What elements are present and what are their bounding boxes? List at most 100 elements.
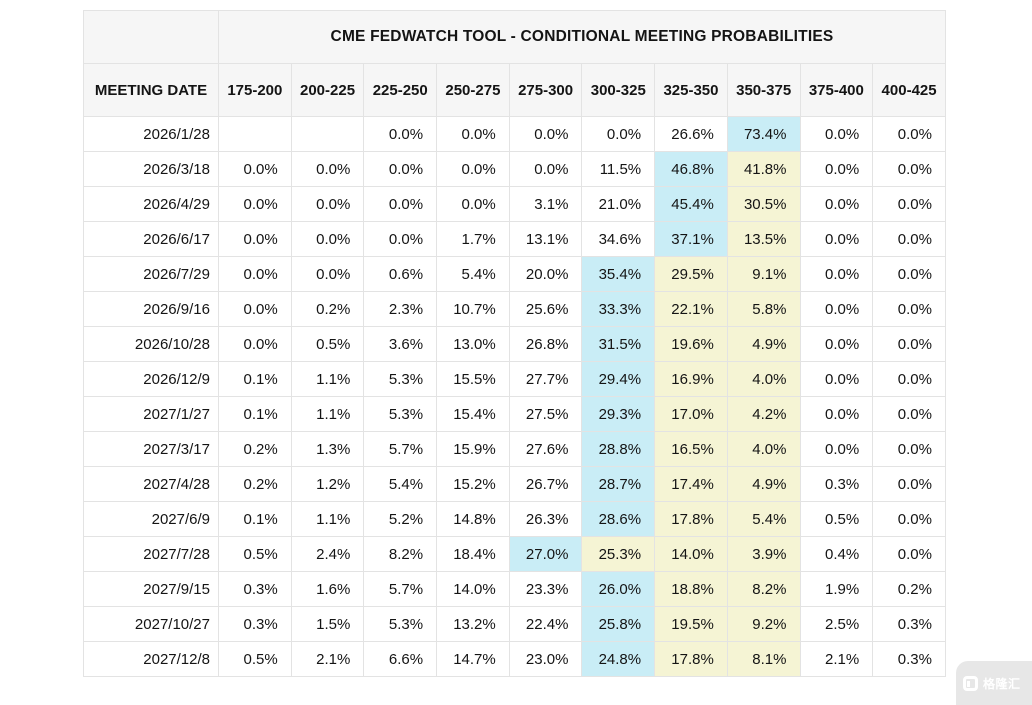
probability-cell: 25.8%	[581, 606, 656, 642]
probability-cell: 0.3%	[872, 641, 946, 677]
probability-cell: 0.2%	[218, 466, 292, 502]
probability-cell: 29.5%	[654, 256, 728, 292]
probability-cell: 0.3%	[218, 571, 292, 607]
meeting-date-cell: 2026/9/16	[83, 291, 219, 327]
probability-cell: 0.0%	[872, 466, 946, 502]
probability-cell: 2.5%	[799, 606, 874, 642]
probability-cell: 0.0%	[799, 256, 874, 292]
probability-cell: 2.1%	[290, 641, 365, 677]
probability-cell: 0.3%	[218, 606, 292, 642]
table-row: 2026/4/29 0.0% 0.0% 0.0% 0.0% 3.1% 21.0% 45.4% 3…	[83, 186, 946, 222]
probability-cell: 0.0%	[799, 396, 874, 432]
table-row: 2026/3/18 0.0% 0.0% 0.0% 0.0% 0.0% 11.5% 46.8% 4…	[83, 151, 946, 187]
probability-cell: 0.0%	[872, 326, 946, 362]
probability-cell: 26.0%	[581, 571, 656, 607]
probability-cell: 1.9%	[799, 571, 874, 607]
probability-cell: 0.0%	[436, 151, 510, 187]
probability-cell: 14.0%	[436, 571, 510, 607]
table-row: 2027/12/8 0.5% 2.1% 6.6% 14.7% 23.0% 24.8% 17.8…	[83, 641, 946, 677]
probability-cell: 0.1%	[218, 501, 292, 537]
probability-cell: 27.5%	[508, 396, 583, 432]
probability-cell: 20.0%	[508, 256, 583, 292]
probability-cell: 0.0%	[508, 151, 583, 187]
probability-cell: 26.8%	[508, 326, 583, 362]
table-corner-cell	[83, 10, 219, 64]
probability-cell: 8.2%	[726, 571, 801, 607]
probability-cell: 0.3%	[872, 606, 946, 642]
table-row: 2026/9/16 0.0% 0.2% 2.3% 10.7% 25.6% 33.3% 22.1…	[83, 291, 946, 327]
table-row: 2027/7/28 0.5% 2.4% 8.2% 18.4% 27.0% 25.3% 14.0…	[83, 536, 946, 572]
probability-cell: 4.9%	[726, 326, 801, 362]
rate-bin-header: 225-250	[363, 63, 438, 117]
meeting-date-cell: 2027/3/17	[83, 431, 219, 467]
probability-cell: 18.8%	[654, 571, 728, 607]
probability-cell: 0.5%	[218, 536, 292, 572]
rate-bin-header: 275-300	[508, 63, 583, 117]
probability-cell: 25.6%	[508, 291, 583, 327]
probability-cell: 34.6%	[581, 221, 656, 257]
probability-cell: 1.3%	[290, 431, 365, 467]
probability-cell: 0.0%	[872, 361, 946, 397]
probability-cell: 45.4%	[654, 186, 728, 222]
probability-cell: 5.4%	[436, 256, 510, 292]
probability-cell: 13.2%	[436, 606, 510, 642]
probability-cell: 18.4%	[436, 536, 510, 572]
probability-cell: 8.2%	[363, 536, 438, 572]
probability-cell: 0.0%	[872, 256, 946, 292]
probability-cell: 29.4%	[581, 361, 656, 397]
probability-cell: 4.0%	[726, 431, 801, 467]
probability-cell: 0.0%	[290, 186, 365, 222]
table-row: 2027/6/9 0.1% 1.1% 5.2% 14.8% 26.3% 28.6% 17.8%…	[83, 501, 946, 537]
probability-cell: 2.3%	[363, 291, 438, 327]
probability-cell: 0.0%	[218, 186, 292, 222]
table-row: 2026/7/29 0.0% 0.0% 0.6% 5.4% 20.0% 35.4% 29.5%…	[83, 256, 946, 292]
probability-cell: 5.3%	[363, 361, 438, 397]
probability-cell: 16.9%	[654, 361, 728, 397]
probability-cell: 0.6%	[363, 256, 438, 292]
probability-cell: 1.1%	[290, 361, 365, 397]
probability-cell: 33.3%	[581, 291, 656, 327]
probability-cell: 9.1%	[726, 256, 801, 292]
meeting-date-cell: 2027/1/27	[83, 396, 219, 432]
probability-cell: 13.0%	[436, 326, 510, 362]
probability-cell: 0.0%	[872, 151, 946, 187]
meeting-date-cell: 2026/10/28	[83, 326, 219, 362]
probability-cell: 2.4%	[290, 536, 365, 572]
probability-cell: 14.8%	[436, 501, 510, 537]
meeting-date-cell: 2026/1/28	[83, 116, 219, 152]
probability-cell: 0.0%	[508, 116, 583, 152]
probability-cell: 0.0%	[799, 431, 874, 467]
probability-cell: 1.5%	[290, 606, 365, 642]
rate-bin-header: 400-425	[872, 63, 946, 117]
probability-cell: 0.1%	[218, 361, 292, 397]
probability-cell: 3.1%	[508, 186, 583, 222]
probability-cell: 0.0%	[872, 116, 946, 152]
title-row: CME FEDWATCH TOOL - CONDITIONAL MEETING …	[83, 10, 946, 64]
probability-cell: 0.1%	[218, 396, 292, 432]
probability-cell: 25.3%	[581, 536, 656, 572]
probability-cell: 4.2%	[726, 396, 801, 432]
probability-cell: 19.6%	[654, 326, 728, 362]
probability-cell: 0.0%	[799, 116, 874, 152]
probability-cell: 26.7%	[508, 466, 583, 502]
probability-cell: 23.3%	[508, 571, 583, 607]
probability-cell: 27.6%	[508, 431, 583, 467]
probability-cell: 3.6%	[363, 326, 438, 362]
probability-cell: 22.4%	[508, 606, 583, 642]
meeting-date-cell: 2026/4/29	[83, 186, 219, 222]
table-row: 2026/1/28 0.0% 0.0% 0.0% 0.0% 26.6% 73.4% 0.0% 0…	[83, 116, 946, 152]
probability-cell: 0.0%	[290, 151, 365, 187]
rate-bin-header: 375-400	[799, 63, 874, 117]
table-row: 2026/10/28 0.0% 0.5% 3.6% 13.0% 26.8% 31.5% 19.…	[83, 326, 946, 362]
probability-cell: 1.7%	[436, 221, 510, 257]
probability-cell: 0.0%	[872, 291, 946, 327]
probability-cell: 14.0%	[654, 536, 728, 572]
probability-cell: 9.2%	[726, 606, 801, 642]
probability-cell: 0.5%	[290, 326, 365, 362]
probability-cell: 0.0%	[363, 221, 438, 257]
probability-cell: 0.0%	[872, 396, 946, 432]
rate-bin-header: 325-350	[654, 63, 728, 117]
probability-cell: 17.4%	[654, 466, 728, 502]
table-title: CME FEDWATCH TOOL - CONDITIONAL MEETING …	[218, 10, 946, 64]
meeting-date-cell: 2027/7/28	[83, 536, 219, 572]
